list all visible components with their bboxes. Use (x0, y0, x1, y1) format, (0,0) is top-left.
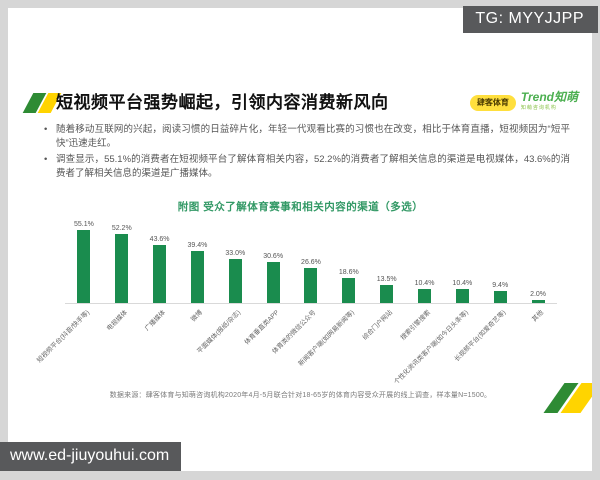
bar-value-label: 43.6% (149, 236, 170, 243)
bar-category-label: 体育垂直类APP (243, 309, 281, 347)
bar-category-label: 综合门户网站 (361, 309, 394, 342)
bar-chart: 55.1% 短视频平台(抖音/快手等) 52.2% 电视媒体 43.6% 广播媒体 39.4… (36, 219, 557, 386)
bar-value-label: 52.2% (111, 225, 132, 232)
bar (531, 300, 545, 303)
bar (153, 245, 167, 303)
bar-category-label: 微博 (190, 309, 205, 324)
tg-badge: TG: MYYJJPP (463, 6, 598, 33)
bar-value-label: 55.1% (73, 221, 94, 228)
bar-column: 10.4% 搜索引擎搜索 (399, 219, 444, 342)
bar-column: 52.2% 电视媒体 (103, 219, 141, 332)
slide-title: 短视频平台强势崛起，引领内容消费新风向 (56, 93, 389, 112)
bar-value-label: 18.6% (338, 269, 359, 276)
watermark-label: www.ed-jiuyouhui.com (10, 447, 170, 464)
bar-value-label: 26.6% (301, 259, 321, 266)
bar-category-label: 其他 (530, 309, 546, 324)
bar-value-label: 30.6% (263, 253, 284, 260)
title-slash-icon (22, 93, 62, 113)
slide: 短视频平台强势崛起，引领内容消费新风向 肆客体育 Trend知萌 知萌咨询机构 … (8, 8, 592, 471)
bar-column: 13.5% 综合门户网站 (361, 219, 406, 342)
bar (304, 268, 318, 303)
bar-column: 30.6% 体育垂直类APP (243, 219, 292, 346)
bar-category-label: 短视频平台(抖音/快手等) (35, 309, 91, 365)
bar-value-label: 9.4% (492, 282, 509, 289)
bar-column: 55.1% 短视频平台(抖音/快手等) (36, 219, 103, 364)
chart-title: 附图 受众了解体育赛事和相关内容的渠道（多选） (177, 201, 424, 213)
bar-category-label: 电视媒体 (105, 309, 129, 333)
bar (493, 291, 507, 303)
bar-value-label: 10.4% (452, 280, 473, 287)
bar-value-label: 39.4% (187, 242, 208, 249)
bar-column: 39.4% 微博 (179, 219, 217, 323)
bar-column: 43.6% 广播媒体 (141, 219, 179, 332)
corner-slash-icon (543, 383, 592, 413)
bar-value-label: 2.0% (530, 291, 547, 298)
bar-column: 9.4% 长视频平台(如爱奇艺等) (453, 219, 519, 363)
bar-column: 10.4% 个性化资讯类客户端(如今日头条等) (392, 219, 481, 386)
bar-value-label: 13.5% (376, 276, 397, 283)
bar (228, 259, 242, 303)
bar (115, 234, 129, 303)
siku-sports-logo-label: 肆客体育 (476, 98, 509, 107)
data-source-note: 数据来源：肆客体育与知萌咨询机构2020年4月-5月联合针对18-65岁的体育内… (109, 392, 492, 399)
bar-column: 18.6% 新闻客户端(如网易新闻等) (297, 219, 368, 368)
siku-sports-logo: 肆客体育 (469, 95, 516, 111)
logo-group: 肆客体育 Trend知萌 知萌咨询机构 (469, 90, 578, 114)
bar-value-label: 10.4% (414, 280, 435, 287)
bar-category-label: 个性化资讯类客户端(如今日头条等) (392, 309, 470, 387)
bar-column: 2.0% 其他 (519, 219, 557, 323)
bar (77, 230, 91, 303)
bar-column: 26.6% 体育类的微信公众号 (272, 219, 330, 355)
bar-column: 33.0% 平面媒体(报纸/杂志) (196, 219, 254, 355)
bullet-item: 调查显示，55.1%的消费者在短视频平台了解体育相关内容，52.2%的消费者了解… (42, 153, 570, 180)
watermark-badge: www.ed-jiuyouhui.com (0, 442, 182, 471)
bar-category-label: 搜索引擎搜索 (399, 309, 432, 342)
bar (418, 289, 432, 303)
bar-value-label: 33.0% (225, 250, 246, 257)
bullet-item: 随着移动互联网的兴起，阅读习惯的日益碎片化，年轻一代观看比赛的习惯也在改变，相比… (42, 123, 570, 150)
bar-category-label: 广播媒体 (143, 309, 167, 333)
trend-zhimeng-logo: Trend知萌 知萌咨询机构 (520, 90, 578, 114)
trend-zhimeng-logo-label: Trend知萌 (520, 90, 578, 104)
bar (266, 262, 280, 303)
tg-badge-label: TG: MYYJJPP (475, 10, 584, 27)
trend-zhimeng-logo-subtext: 知萌咨询机构 (520, 105, 557, 111)
bullet-list: 随着移动互联网的兴起，阅读习惯的日益碎片化，年轻一代观看比赛的习惯也在改变，相比… (42, 123, 570, 183)
bar (455, 289, 469, 303)
bar (342, 278, 356, 303)
bar (190, 251, 204, 303)
bar (380, 285, 394, 303)
